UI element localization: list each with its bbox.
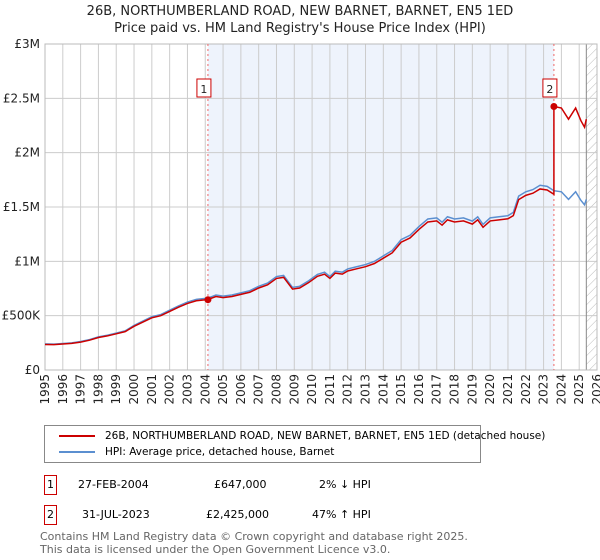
legend-blue-label: HPI: Average price, detached house, Barn… (105, 446, 335, 458)
footer-line: Contains HM Land Registry data © Crown c… (40, 530, 468, 543)
x-tick-label: 1996 (56, 374, 70, 405)
x-tick-label: 2010 (305, 374, 319, 405)
x-tick-label: 2022 (519, 374, 533, 405)
x-tick-label: 2008 (269, 374, 283, 405)
x-tick-label: 2024 (554, 374, 568, 405)
x-tick-label: 2013 (359, 374, 373, 405)
footer: Contains HM Land Registry data © Crown c… (40, 530, 468, 556)
x-tick-label: 2026 (590, 374, 600, 405)
sale-date: 31-JUL-2023 (82, 508, 150, 521)
chart-title: 26B, NORTHUMBERLAND ROAD, NEW BARNET, BA… (86, 4, 514, 19)
x-tick-label: 2000 (127, 374, 141, 405)
legend-red-label: 26B, NORTHUMBERLAND ROAD, NEW BARNET, BA… (105, 430, 546, 442)
sale-hpi-diff: 2% ↓ HPI (319, 478, 371, 491)
y-tick-label: £2M (14, 146, 40, 160)
price-paid-line (44, 105, 588, 346)
legend-blue-line (59, 451, 95, 453)
sale-marker-box: 1 (44, 475, 57, 495)
x-tick-label: 2021 (501, 374, 515, 405)
sale-price: £647,000 (214, 478, 267, 491)
sale-label: 1 (200, 83, 207, 96)
x-tick-label: 2004 (198, 374, 212, 405)
x-tick-label: 2001 (145, 374, 159, 405)
legend-red-line (59, 435, 95, 437)
x-tick-label: 2018 (448, 374, 462, 405)
sale-price: £2,425,000 (206, 508, 269, 521)
x-tick-label: 2007 (252, 374, 266, 405)
x-tick-label: 2025 (572, 374, 586, 405)
plot-border (44, 43, 598, 371)
x-tick-label: 2011 (323, 374, 337, 405)
x-tick-label: 2009 (287, 374, 301, 405)
y-tick-label: £1.5M (3, 200, 40, 214)
x-tick-label: 2006 (234, 374, 248, 405)
sale-date: 27-FEB-2004 (78, 478, 149, 491)
sale-row-1: 1 27-FEB-2004 £647,000 2% ↓ HPI (44, 475, 444, 495)
x-tick-label: 2023 (537, 374, 551, 405)
sale-hpi-diff: 47% ↑ HPI (312, 508, 371, 521)
x-tick-label: 1995 (38, 374, 52, 405)
x-tick-label: 2014 (376, 374, 390, 405)
footer-line: This data is licensed under the Open Gov… (40, 543, 391, 556)
x-tick-label: 2017 (430, 374, 444, 405)
sale-point (550, 102, 558, 110)
price-chart: 1995 1996 1997 1998 1999 2000 2001 2002 2003 2004… (2, 37, 600, 405)
y-tick-label: £2.5M (3, 91, 40, 105)
x-tick-label: 2005 (216, 374, 230, 405)
y-tick-label: £0 (25, 363, 40, 377)
chart-subtitle: Price paid vs. HM Land Registry's House … (114, 21, 486, 36)
x-tick-label: 2016 (412, 374, 426, 405)
sale-point (204, 296, 212, 304)
hpi-line (44, 184, 588, 345)
sale-label: 2 (546, 83, 553, 96)
y-tick-label: £1M (14, 254, 40, 268)
x-tick-label: 2012 (341, 374, 355, 405)
y-tick-label: £500K (2, 309, 42, 323)
x-tick-label: 2015 (394, 374, 408, 405)
x-tick-label: 2019 (465, 374, 479, 405)
sale-label-box (196, 78, 212, 98)
x-tick-label: 1998 (91, 374, 105, 405)
sale-row-2: 2 31-JUL-2023 £2,425,000 47% ↑ HPI (44, 505, 444, 525)
x-tick-label: 2020 (483, 374, 497, 405)
legend: 26B, NORTHUMBERLAND ROAD, NEW BARNET, BA… (44, 425, 545, 463)
x-tick-label: 2003 (180, 374, 194, 405)
sale-label-box (542, 78, 558, 98)
sale-marker-box: 2 (44, 505, 57, 525)
x-tick-label: 2002 (163, 374, 177, 405)
x-tick-label: 1999 (109, 374, 123, 405)
y-tick-label: £3M (14, 37, 40, 51)
x-tick-label: 1997 (74, 374, 88, 405)
